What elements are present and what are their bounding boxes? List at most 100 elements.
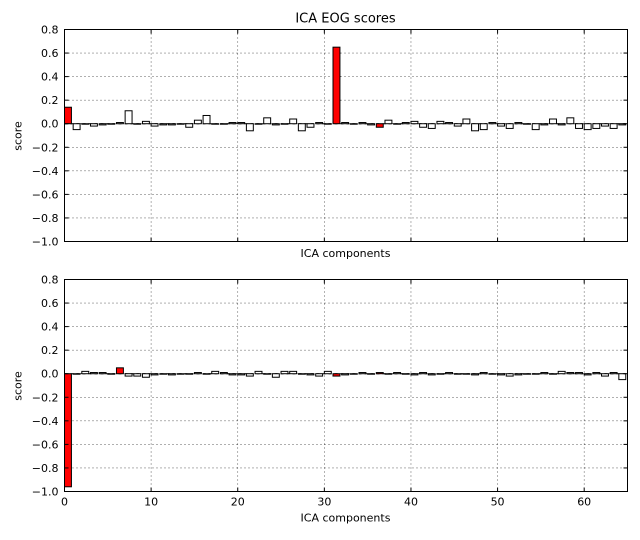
top-ytick-label-4: 0.0 xyxy=(41,118,59,131)
bottom-bar-16 xyxy=(202,373,211,375)
bottom-bar-24 xyxy=(271,373,280,378)
top-bar-30 xyxy=(323,123,332,125)
bottom-bar-30 xyxy=(323,370,332,375)
top-score-axes: ICA EOG scores score ICA components 0.8 0… xyxy=(12,12,628,260)
top-bar-20 xyxy=(237,122,246,125)
bottom-bar-35 xyxy=(367,373,376,375)
bottom-bar-37 xyxy=(384,373,393,375)
bottom-ytick-label-0: 0.8 xyxy=(41,274,59,287)
top-bar-32 xyxy=(341,122,350,125)
bottom-bar-31 xyxy=(332,373,341,377)
bottom-bar-61 xyxy=(592,372,601,375)
bottom-bar-53 xyxy=(523,373,531,375)
top-bar-42 xyxy=(427,123,436,129)
bottom-bar-45 xyxy=(453,373,462,375)
top-bar-0 xyxy=(64,106,72,125)
bottom-bar-46 xyxy=(462,373,471,375)
top-bar-43 xyxy=(436,120,445,125)
top-bar-15 xyxy=(193,119,202,125)
bottom-bar-7 xyxy=(124,373,133,377)
bottom-bar-64 xyxy=(618,373,627,381)
top-bar-23 xyxy=(263,117,272,125)
bottom-bar-44 xyxy=(445,372,454,375)
top-bar-31 xyxy=(332,46,341,125)
top-ytick-label-2: 0.4 xyxy=(41,71,59,84)
top-bar-34 xyxy=(358,122,367,125)
top-bar-46 xyxy=(462,118,471,125)
top-bar-63 xyxy=(609,123,618,129)
bottom-bar-6 xyxy=(115,367,124,375)
top-bar-9 xyxy=(141,120,150,125)
bottom-bar-38 xyxy=(393,372,402,375)
bottom-bar-55 xyxy=(540,372,549,375)
top-bar-49 xyxy=(488,122,497,125)
top-bar-19 xyxy=(228,122,237,125)
bottom-bar-0 xyxy=(64,373,72,488)
bottom-bar-27 xyxy=(297,373,306,375)
top-bar-58 xyxy=(566,117,575,125)
top-bar-17 xyxy=(211,123,220,125)
top-ytick-label-7: −0.6 xyxy=(32,188,59,201)
top-bar-56 xyxy=(549,118,557,125)
bottom-bar-5 xyxy=(107,373,116,375)
bottom-score-axes: score ICA components 0.8 0.6 0.4 0.2 0.0 −0.2… xyxy=(12,274,628,525)
top-bar-24 xyxy=(271,123,280,126)
top-bar-1 xyxy=(72,123,81,131)
top-axes-frame xyxy=(64,29,628,242)
top-bar-28 xyxy=(306,123,315,128)
top-bar-60 xyxy=(583,123,592,131)
bottom-ytick-label-9: −1.0 xyxy=(32,486,59,499)
bottom-ytick-label-6: −0.4 xyxy=(32,415,59,428)
top-bar-18 xyxy=(219,123,228,125)
bottom-bar-54 xyxy=(531,373,540,375)
bottom-bar-56 xyxy=(549,373,557,375)
bottom-xtick-label-5: 50 xyxy=(491,496,505,509)
top-bar-36 xyxy=(375,123,384,128)
bottom-bar-26 xyxy=(289,370,298,375)
top-bar-6 xyxy=(115,122,124,125)
bottom-bar-39 xyxy=(401,373,410,375)
bottom-bar-36 xyxy=(375,372,384,375)
top-bar-3 xyxy=(89,123,98,127)
top-bar-57 xyxy=(557,123,566,126)
top-bar-51 xyxy=(505,123,514,129)
bottom-bar-15 xyxy=(193,372,202,375)
top-ytick-label-6: −0.4 xyxy=(32,165,59,178)
bottom-bar-9 xyxy=(141,373,150,378)
bottom-bar-23 xyxy=(263,373,272,375)
top-bar-21 xyxy=(245,123,254,132)
top-bar-14 xyxy=(185,123,194,128)
top-bar-33 xyxy=(349,123,358,125)
top-bar-5 xyxy=(107,123,116,125)
top-bar-26 xyxy=(289,118,298,125)
bottom-bar-11 xyxy=(159,373,168,375)
bottom-bar-1 xyxy=(72,373,81,375)
bottom-bar-22 xyxy=(254,370,263,375)
bottom-bar-60 xyxy=(583,373,592,376)
top-bar-2 xyxy=(81,123,90,125)
bottom-xtick-label-4: 40 xyxy=(404,496,418,509)
top-bar-13 xyxy=(176,123,185,125)
bottom-ytick-label-1: 0.6 xyxy=(41,297,59,310)
bottom-bar-47 xyxy=(471,373,480,376)
bottom-bar-4 xyxy=(98,372,107,375)
top-bar-35 xyxy=(367,123,376,126)
top-bar-27 xyxy=(297,123,306,132)
bottom-axes-frame xyxy=(64,279,628,492)
bottom-xtick-label-6: 60 xyxy=(577,496,591,509)
top-bar-12 xyxy=(167,123,176,126)
top-ytick-label-8: −0.8 xyxy=(32,212,59,225)
bottom-xtick-label-2: 20 xyxy=(231,496,245,509)
bottom-bar-50 xyxy=(497,373,506,376)
bottom-xlabel: ICA components xyxy=(301,512,391,525)
bottom-bar-21 xyxy=(245,373,254,377)
bottom-bar-13 xyxy=(176,373,185,375)
bottom-xtick-label-3: 30 xyxy=(317,496,331,509)
top-bar-7 xyxy=(124,110,133,125)
bottom-ytick-label-7: −0.6 xyxy=(32,438,59,451)
top-bar-16 xyxy=(202,114,211,125)
top-bar-8 xyxy=(133,123,142,125)
bottom-bar-10 xyxy=(150,373,159,376)
bottom-bar-29 xyxy=(315,373,324,377)
